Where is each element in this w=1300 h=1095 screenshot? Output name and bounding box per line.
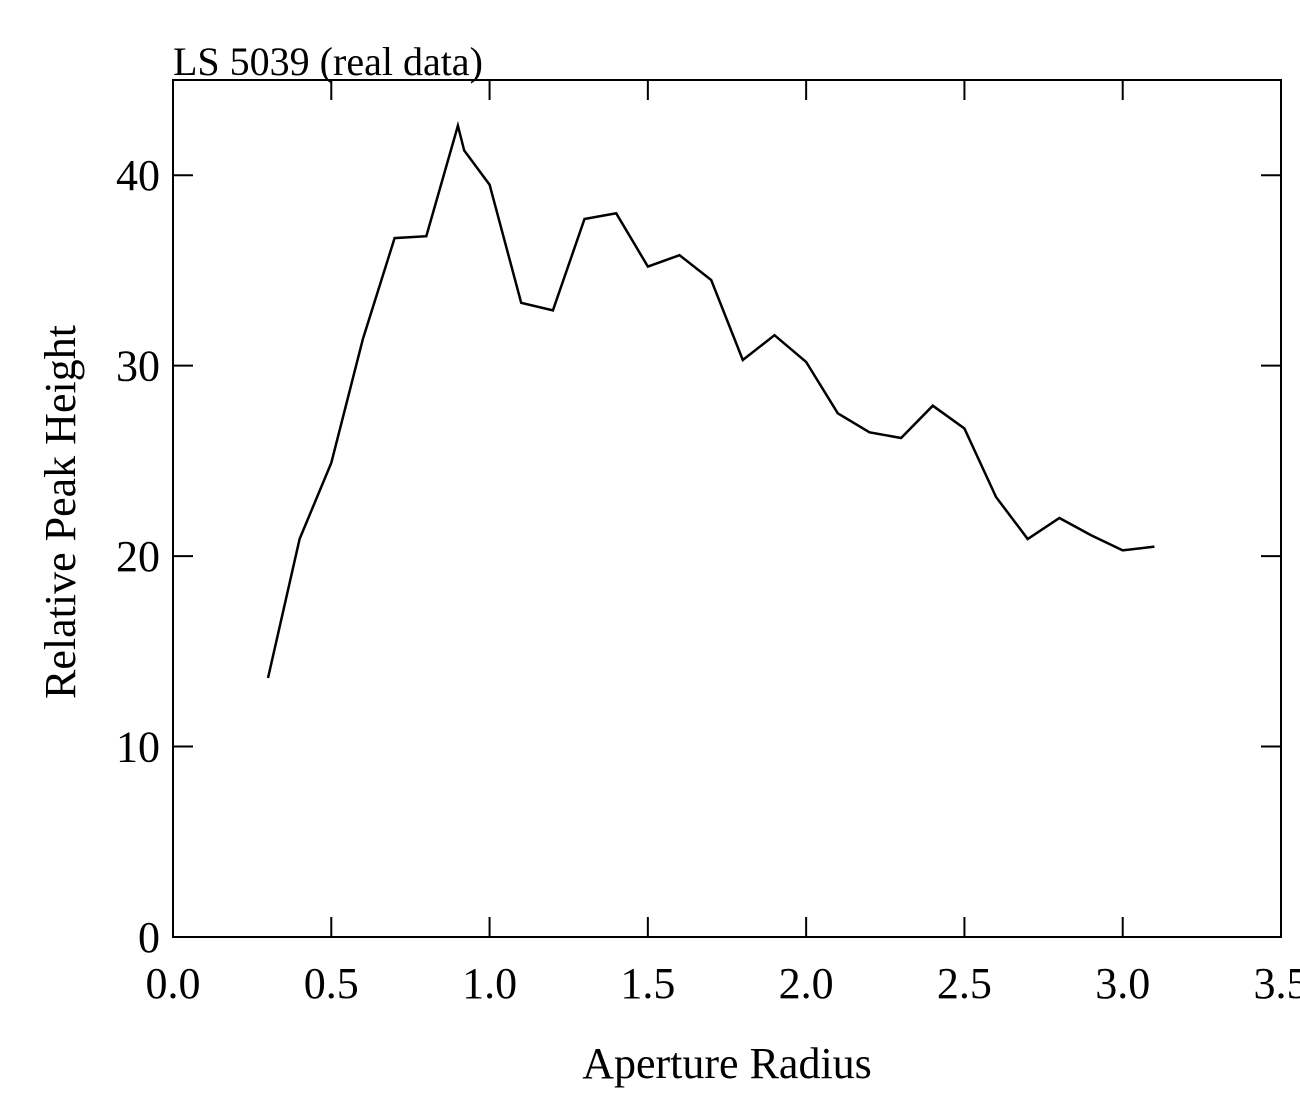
y-tick-label: 20 bbox=[116, 532, 160, 581]
x-tick-label: 1.5 bbox=[620, 959, 675, 1008]
tick-labels: 0.0 0.5 1.0 1.5 2.0 2.5 3.0 3.5 0 10 20 30 40 bbox=[116, 151, 1300, 1008]
axis-ticks bbox=[173, 80, 1281, 937]
y-axis-label: Relative Peak Height bbox=[36, 325, 85, 699]
x-axis-label: Aperture Radius bbox=[582, 1039, 872, 1088]
plot-frame bbox=[173, 80, 1281, 937]
series-line bbox=[268, 126, 1154, 678]
chart-title: LS 5039 (real data) bbox=[173, 39, 483, 84]
y-tick-label: 0 bbox=[138, 913, 160, 962]
y-tick-label: 30 bbox=[116, 342, 160, 391]
x-tick-label: 0.0 bbox=[146, 959, 201, 1008]
x-tick-label: 3.5 bbox=[1254, 959, 1300, 1008]
y-tick-label: 10 bbox=[116, 723, 160, 772]
x-tick-label: 3.0 bbox=[1095, 959, 1150, 1008]
y-tick-label: 40 bbox=[116, 151, 160, 200]
x-tick-label: 1.0 bbox=[462, 959, 517, 1008]
x-tick-label: 2.5 bbox=[937, 959, 992, 1008]
x-tick-label: 0.5 bbox=[304, 959, 359, 1008]
x-tick-label: 2.0 bbox=[779, 959, 834, 1008]
